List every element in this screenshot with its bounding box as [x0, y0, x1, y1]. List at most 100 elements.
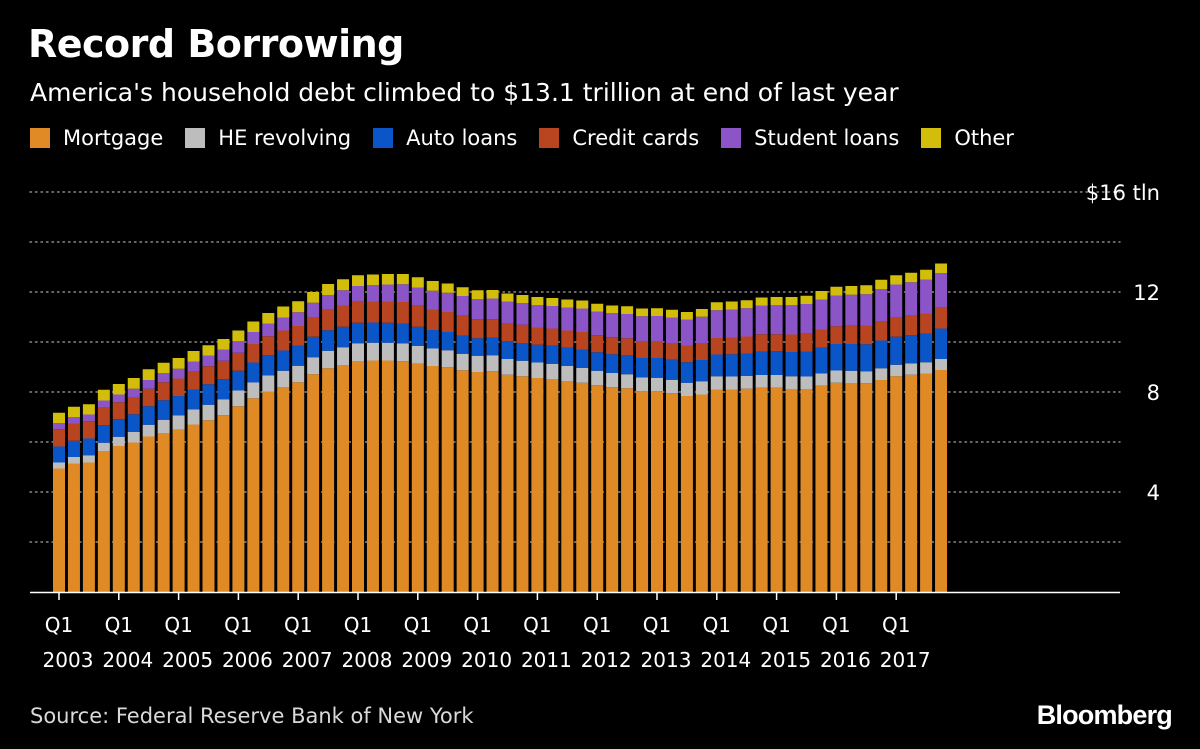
bar-segment-auto-loans [770, 351, 783, 375]
bar-segment-mortgage [591, 385, 604, 592]
bar-segment-auto-loans [725, 354, 738, 377]
bar-segment-mortgage [307, 374, 320, 592]
x-tick-quarter-label: Q1 [164, 613, 192, 637]
bar-segment-mortgage [636, 391, 649, 592]
bar-segment-student-loans [172, 368, 185, 379]
bar-segment-mortgage [217, 415, 230, 592]
bar-segment-credit-cards [67, 423, 80, 441]
bar-segment-other [262, 313, 275, 324]
bar-segment-he-revolving [337, 347, 350, 365]
bar-segment-he-revolving [606, 373, 619, 388]
bar-segment-other [651, 308, 663, 316]
bar-segment-credit-cards [920, 313, 933, 334]
bar-segment-mortgage [127, 442, 140, 592]
bar-segment-mortgage [695, 394, 708, 592]
bar-segment-auto-loans [277, 350, 290, 371]
bar-segment-auto-loans [157, 400, 170, 420]
bar-segment-auto-loans [636, 358, 649, 378]
bar-segment-mortgage [516, 376, 529, 592]
x-tick-quarter-label: Q1 [224, 613, 252, 637]
bar-segment-credit-cards [651, 341, 663, 358]
bar-segment-student-loans [710, 310, 723, 338]
bar-segment-auto-loans [307, 336, 320, 358]
bar-segment-other [187, 351, 200, 362]
bar-segment-other [232, 330, 245, 342]
bar-segment-mortgage [920, 373, 933, 592]
bar-segment-he-revolving [112, 436, 125, 446]
bar-segment-other [501, 293, 514, 302]
bar-segment-auto-loans [53, 446, 65, 463]
y-tick-label: 8 [1147, 381, 1160, 405]
bar-segment-mortgage [322, 368, 335, 592]
bar-segment-mortgage [860, 383, 873, 592]
bar-segment-credit-cards [366, 301, 379, 323]
bar-segment-student-loans [232, 341, 245, 353]
bar-segment-other [202, 345, 215, 356]
bar-segment-other [695, 309, 708, 317]
bar-segment-other [785, 297, 798, 306]
bar-segment-he-revolving [157, 419, 170, 433]
bar-segment-student-loans [486, 298, 499, 320]
legend-label-other: Other [954, 126, 1014, 150]
bar-segment-other [800, 295, 813, 304]
bar-segment-other [411, 277, 424, 288]
bar-segment-auto-loans [606, 354, 619, 373]
bar-segment-student-loans [471, 299, 484, 320]
bar-segment-he-revolving [501, 359, 514, 375]
bar-segment-other [486, 290, 499, 299]
bar-segment-auto-loans [710, 354, 723, 377]
bar-segment-other [337, 279, 350, 291]
bar-segment-credit-cards [621, 338, 634, 355]
bar-segment-auto-loans [680, 362, 693, 383]
legend-swatch-other [921, 128, 942, 148]
bar-segment-credit-cards [411, 305, 424, 327]
bar-segment-auto-loans [67, 440, 80, 457]
legend-item-mortgage: Mortgage [30, 126, 163, 150]
legend-label-mortgage: Mortgage [63, 126, 164, 150]
bar-segment-auto-loans [426, 330, 439, 349]
x-tick-quarter-label: Q1 [822, 613, 850, 637]
bar-segment-auto-loans [142, 406, 155, 425]
bar-segment-auto-loans [920, 333, 933, 363]
x-tick-quarter-label: Q1 [643, 613, 671, 637]
bar-segment-student-loans [217, 349, 230, 361]
bar-segment-auto-loans [202, 384, 215, 405]
bar-segment-other [53, 412, 65, 424]
bar-segment-mortgage [935, 370, 948, 592]
bar-segment-mortgage [411, 363, 424, 592]
bar-segment-credit-cards [292, 326, 305, 346]
bar-segment-student-loans [740, 308, 753, 337]
bar-segment-auto-loans [531, 344, 544, 363]
bar-segment-credit-cards [531, 327, 544, 345]
source-note: Source: Federal Reserve Bank of New York [30, 704, 474, 728]
bar-segment-mortgage [755, 387, 768, 592]
y-tick-label: $16 tln [1086, 181, 1160, 205]
bar-segment-credit-cards [576, 332, 589, 350]
bar-segment-he-revolving [82, 455, 95, 463]
bar-segment-student-loans [277, 317, 290, 331]
bar-segment-mortgage [785, 389, 798, 592]
bar-segment-credit-cards [322, 309, 335, 331]
legend-item-auto-loans: Auto loans [373, 126, 517, 150]
bar-segment-mortgage [352, 361, 364, 592]
bar-segment-student-loans [322, 295, 335, 310]
bar-segment-auto-loans [935, 328, 948, 359]
bar-segment-he-revolving [127, 432, 140, 443]
bar-segment-auto-loans [695, 360, 708, 382]
bar-segment-student-loans [292, 312, 305, 326]
bar-segment-mortgage [561, 381, 574, 592]
bar-segment-he-revolving [486, 355, 499, 372]
bar-segment-credit-cards [157, 382, 170, 401]
bar-segment-student-loans [67, 417, 80, 424]
legend: Mortgage HE revolving Auto loans Credit … [30, 126, 1036, 150]
bar-segment-auto-loans [456, 335, 469, 354]
bar-segment-student-loans [142, 380, 155, 389]
bar-segment-credit-cards [82, 421, 95, 439]
bar-segment-other [815, 291, 828, 300]
bar-segment-mortgage [875, 380, 888, 592]
bar-segment-other [830, 286, 843, 296]
legend-swatch-auto-loans [373, 128, 394, 148]
bar-segment-he-revolving [740, 376, 753, 389]
bar-segment-credit-cards [785, 334, 798, 352]
bar-segment-he-revolving [232, 390, 245, 407]
